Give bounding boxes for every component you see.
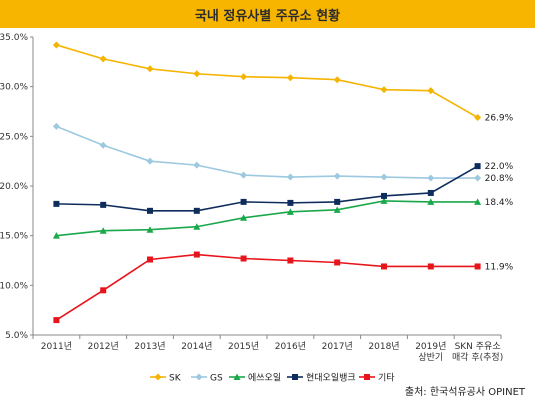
- series-line-4: [55, 253, 478, 321]
- data-point: [427, 174, 435, 182]
- data-point: [147, 207, 153, 214]
- legend-label: 현대오일뱅크: [306, 373, 356, 384]
- data-point: [99, 55, 107, 63]
- series-line-1: [56, 125, 478, 179]
- data-point: [240, 198, 247, 205]
- y-tick-label: 5.0%: [5, 331, 28, 341]
- data-point: [287, 257, 294, 264]
- x-tick-label: 2018년: [368, 341, 399, 352]
- data-point: [193, 207, 200, 214]
- legend-marker: [364, 374, 370, 380]
- series-line-2: [56, 200, 478, 237]
- x-tick-label: SKN 주유소: [455, 341, 501, 352]
- data-point: [333, 206, 341, 213]
- data-point: [381, 192, 387, 199]
- source-note: 출처: 한국석유공사 OPINET: [404, 387, 525, 398]
- data-point: [474, 198, 482, 205]
- data-point: [99, 227, 107, 234]
- data-point: [193, 70, 201, 78]
- x-tick-label: 매각 후(추정): [452, 351, 503, 363]
- end-value-label: 20.8%: [485, 174, 514, 184]
- data-point: [146, 226, 154, 233]
- data-point: [427, 263, 434, 270]
- y-tick-label: 25.0%: [0, 132, 28, 142]
- data-point: [99, 141, 107, 149]
- data-point: [286, 208, 294, 215]
- data-point: [52, 41, 60, 49]
- data-point: [53, 317, 60, 324]
- x-tick-label: 2015년: [228, 341, 259, 352]
- data-point: [52, 122, 60, 130]
- legend-label: SK: [169, 374, 182, 384]
- data-point: [380, 86, 388, 94]
- data-point: [193, 251, 200, 258]
- legend-label: 기타: [378, 373, 395, 384]
- data-point: [147, 256, 153, 263]
- data-point: [240, 255, 247, 262]
- data-point: [240, 171, 248, 179]
- data-point: [334, 259, 341, 266]
- legend-marker: [292, 374, 298, 380]
- legend-marker: [195, 373, 203, 381]
- data-point: [100, 287, 107, 294]
- data-point: [427, 189, 434, 196]
- data-point: [287, 199, 294, 206]
- data-point: [427, 198, 435, 205]
- data-point: [334, 198, 341, 205]
- x-tick-label: 2011년: [41, 341, 72, 352]
- data-point: [193, 223, 201, 230]
- chart-title: 국내 정유사별 주유소 현황: [194, 8, 341, 24]
- data-point: [474, 263, 481, 270]
- data-point: [146, 157, 154, 165]
- data-point: [474, 113, 482, 121]
- data-point: [53, 200, 60, 207]
- legend-marker: [233, 373, 241, 380]
- data-point: [193, 161, 201, 169]
- end-value-label: 18.4%: [485, 198, 514, 208]
- data-point: [333, 76, 341, 84]
- legend-label: 에쓰오일: [248, 373, 281, 384]
- data-point: [240, 214, 248, 221]
- data-point: [52, 232, 60, 239]
- x-tick-label: 2014년: [181, 341, 212, 352]
- end-value-label: 26.9%: [485, 113, 514, 123]
- y-tick-label: 30.0%: [0, 83, 28, 93]
- series-line-0: [56, 44, 478, 119]
- y-tick-label: 10.0%: [0, 281, 28, 291]
- legend-marker: [154, 373, 162, 381]
- chart-title-bar: 국내 정유사별 주유소 현황: [0, 0, 535, 28]
- series-line-3: [56, 165, 478, 212]
- x-tick-label: 2012년: [88, 341, 119, 352]
- y-tick-label: 15.0%: [0, 232, 28, 242]
- data-point: [240, 73, 248, 81]
- data-point: [427, 87, 435, 95]
- data-point: [474, 163, 481, 170]
- data-point: [286, 173, 294, 181]
- data-point: [100, 201, 107, 208]
- data-point: [474, 174, 482, 182]
- y-tick-label: 35.0%: [0, 33, 28, 43]
- data-point: [333, 172, 341, 180]
- data-point: [146, 65, 154, 73]
- y-tick-label: 20.0%: [0, 182, 28, 192]
- x-tick-label: 상반기: [418, 352, 443, 363]
- data-point: [381, 263, 387, 270]
- x-tick-label: 2016년: [275, 341, 306, 352]
- data-point: [380, 197, 388, 204]
- end-value-label: 11.9%: [485, 262, 514, 272]
- end-value-label: 22.0%: [485, 162, 514, 172]
- x-tick-label: 2017년: [322, 341, 353, 352]
- legend-label: GS: [210, 374, 223, 384]
- data-point: [380, 173, 388, 181]
- data-point: [286, 74, 294, 82]
- x-tick-label: 2013년: [134, 341, 165, 352]
- x-tick-label: 2019년: [415, 341, 446, 352]
